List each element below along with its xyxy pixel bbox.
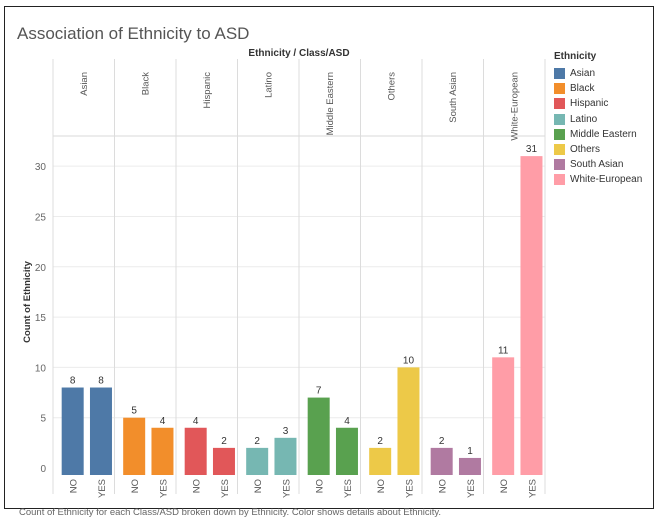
y-axis-label: Count of Ethnicity xyxy=(22,260,33,343)
x-tick-label: YES xyxy=(343,479,354,498)
legend: Ethnicity Asian Black Hispanic Latino Middle… xyxy=(554,51,642,188)
bar xyxy=(212,447,235,475)
bar xyxy=(307,397,330,475)
x-tick-label: NO xyxy=(69,479,80,493)
bar xyxy=(335,427,358,475)
column-header-label: Middle Eastern xyxy=(325,72,336,135)
y-tick-label: 20 xyxy=(35,263,47,274)
legend-swatch xyxy=(554,174,565,186)
legend-title: Ethnicity xyxy=(554,51,597,62)
bar xyxy=(61,387,84,475)
column-header-label: Latino xyxy=(263,72,274,98)
bar xyxy=(123,417,146,475)
bar-value-label: 31 xyxy=(526,144,538,155)
bar xyxy=(458,457,481,475)
bar-value-label: 2 xyxy=(377,436,383,447)
legend-swatch xyxy=(554,144,565,156)
legend-label: Middle Eastern xyxy=(570,128,637,140)
bar-value-label: 7 xyxy=(316,386,322,397)
legend-item[interactable]: Black xyxy=(554,81,642,96)
column-header-title: Ethnicity / Class/ASD xyxy=(248,48,349,59)
x-tick-label: YES xyxy=(281,479,292,498)
x-tick-label: NO xyxy=(499,479,510,493)
bar xyxy=(430,447,453,475)
legend-swatch xyxy=(554,68,565,80)
x-tick-label: NO xyxy=(438,479,449,493)
bar xyxy=(492,357,515,475)
legend-swatch xyxy=(554,113,565,125)
bar-value-label: 5 xyxy=(131,406,137,417)
legend-swatch xyxy=(554,159,565,171)
bar xyxy=(397,367,420,475)
bar-value-label: 4 xyxy=(160,416,166,427)
y-tick-label: 15 xyxy=(35,313,47,324)
legend-label: South Asian xyxy=(570,159,624,171)
bar-value-label: 3 xyxy=(283,426,289,437)
x-tick-label: NO xyxy=(315,479,326,493)
bar xyxy=(520,156,543,475)
x-tick-label: NO xyxy=(253,479,264,493)
legend-label: Others xyxy=(570,144,601,156)
column-header-label: Others xyxy=(386,72,397,101)
legend-label: Black xyxy=(570,83,595,95)
bar-value-label: 2 xyxy=(439,436,445,447)
bar xyxy=(89,387,112,475)
y-tick-label: 0 xyxy=(40,464,46,475)
bar xyxy=(151,427,174,475)
legend-label: Hispanic xyxy=(570,98,609,110)
bar-value-label: 4 xyxy=(344,416,350,427)
chart-frame: Association of Ethnicity to ASD Count of… xyxy=(4,6,654,518)
x-tick-label: NO xyxy=(376,479,387,493)
bar xyxy=(369,447,392,475)
legend-label: Asian xyxy=(570,68,596,80)
bar-value-label: 2 xyxy=(254,436,260,447)
y-tick-label: 10 xyxy=(35,363,47,374)
legend-item[interactable]: Asian xyxy=(554,66,642,81)
bar-value-label: 8 xyxy=(98,376,104,387)
bar-value-label: 11 xyxy=(498,345,509,356)
x-tick-label: YES xyxy=(97,479,108,498)
bar xyxy=(274,437,297,475)
bar xyxy=(246,447,269,475)
x-tick-label: YES xyxy=(527,479,538,498)
legend-swatch xyxy=(554,83,565,95)
y-tick-label: 25 xyxy=(35,212,47,223)
x-tick-label: YES xyxy=(404,479,415,498)
bar-value-label: 4 xyxy=(193,416,199,427)
column-header-label: South Asian xyxy=(448,72,459,123)
x-tick-label: NO xyxy=(192,479,203,493)
x-tick-label: NO xyxy=(130,479,141,493)
legend-item[interactable]: White-European xyxy=(554,172,642,187)
x-tick-label: YES xyxy=(220,479,231,498)
y-tick-label: 30 xyxy=(35,162,47,173)
x-tick-label: YES xyxy=(158,479,169,498)
legend-swatch xyxy=(554,128,565,140)
y-tick-label: 5 xyxy=(40,414,46,425)
bar-value-label: 1 xyxy=(467,446,473,457)
legend-item[interactable]: Middle Eastern xyxy=(554,127,642,142)
legend-label: White-European xyxy=(570,174,643,186)
column-header-label: White-European xyxy=(509,72,520,141)
column-header-label: Black xyxy=(140,72,151,95)
legend-item[interactable]: Latino xyxy=(554,112,642,127)
chart-caption: Count of Ethnicity for each Class/ASD br… xyxy=(19,507,442,518)
legend-swatch xyxy=(554,98,565,110)
legend-item[interactable]: South Asian xyxy=(554,157,642,172)
column-header-label: Asian xyxy=(79,72,90,96)
legend-item[interactable]: Others xyxy=(554,142,642,157)
column-header-label: Hispanic xyxy=(202,72,213,109)
bar-value-label: 2 xyxy=(221,436,227,447)
x-tick-label: YES xyxy=(466,479,477,498)
legend-label: Latino xyxy=(570,113,598,125)
bar-value-label: 8 xyxy=(70,376,76,387)
chart-title: Association of Ethnicity to ASD xyxy=(17,24,250,43)
bar xyxy=(184,427,207,475)
bar-value-label: 10 xyxy=(403,355,415,366)
legend-item[interactable]: Hispanic xyxy=(554,96,642,111)
